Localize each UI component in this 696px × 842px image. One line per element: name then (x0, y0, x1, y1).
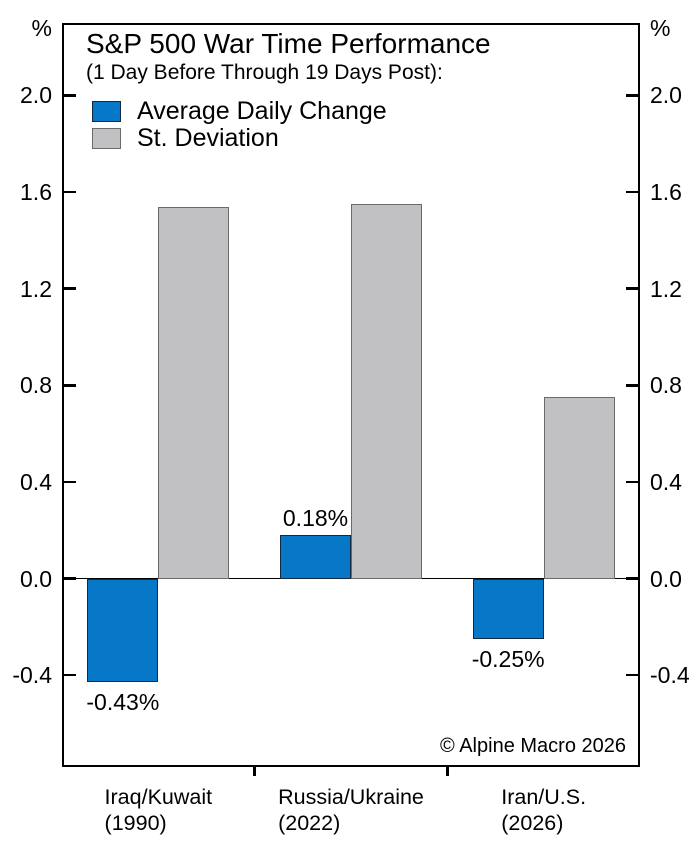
category-label-text: Russia/Ukraine (2022) (278, 785, 424, 835)
y-tick-label-right: -0.4 (650, 662, 690, 689)
y-tick-label-left: 0.4 (20, 468, 52, 495)
y-axis-unit-right: % (650, 15, 671, 41)
y-tick-right (626, 94, 638, 97)
category-label: Russia/Ukraine (2022) (255, 784, 448, 836)
bar-average-daily-change (280, 535, 351, 579)
category-label: Iraq/Kuwait (1990) (62, 784, 255, 836)
category-label: Iran/U.S. (2026) (447, 784, 640, 836)
x-axis-section-tick (253, 766, 256, 776)
copyright-credit: © Alpine Macro 2026 (440, 735, 626, 757)
legend-item-average-daily-change: Average Daily Change (92, 97, 387, 125)
y-tick-label-right: 1.2 (650, 275, 682, 302)
y-tick-left (64, 94, 76, 97)
y-tick-left (64, 673, 76, 677)
y-tick-left (64, 287, 76, 290)
legend-item-st-deviation: St. Deviation (92, 124, 387, 152)
category-label-text: Iran/U.S. (2026) (501, 785, 587, 835)
x-axis-section-tick (446, 766, 449, 776)
title-block: S&P 500 War Time Performance (1 Day Befo… (86, 29, 491, 85)
bar-st-deviation (351, 204, 422, 579)
y-tick-left (64, 190, 76, 194)
bar-st-deviation (543, 397, 615, 579)
legend-label: St. Deviation (137, 124, 279, 152)
y-tick-right (626, 287, 638, 290)
y-tick-left (64, 384, 76, 387)
bar-value-label: -0.43% (86, 689, 160, 716)
category-label-text: Iraq/Kuwait (1990) (104, 785, 213, 835)
y-tick-label-right: 0.8 (650, 372, 682, 399)
y-tick-right (626, 480, 638, 484)
y-tick-label-left: 0.8 (20, 372, 52, 399)
x-axis-category-labels: Iraq/Kuwait (1990) Russia/Ukraine (2022) Ira… (62, 784, 640, 836)
y-tick-right (626, 673, 638, 677)
bar-value-label: -0.25% (471, 645, 545, 672)
y-tick-label-right: 2.0 (650, 82, 682, 109)
bar-average-daily-change (87, 578, 159, 683)
bar-average-daily-change (472, 578, 544, 639)
legend-swatch-gray (92, 128, 121, 149)
legend: Average Daily Change St. Deviation (92, 97, 387, 152)
y-tick-right (626, 384, 638, 387)
legend-label: Average Daily Change (137, 97, 387, 125)
y-tick-left (64, 480, 76, 484)
y-tick-label-left: 2.0 (20, 82, 52, 109)
y-tick-label-left: 1.2 (20, 275, 52, 302)
zero-line (64, 577, 638, 580)
y-axis-unit-left: % (31, 15, 52, 41)
y-tick-label-right: 1.6 (650, 179, 682, 206)
chart-subtitle: (1 Day Before Through 19 Days Post): (86, 61, 443, 85)
y-tick-label-left: -0.4 (12, 662, 52, 689)
legend-swatch-blue (92, 101, 121, 122)
plot-frame (62, 23, 640, 767)
y-tick-label-right: 0.0 (650, 565, 682, 592)
y-tick-right (626, 190, 638, 194)
bar-st-deviation (158, 206, 230, 579)
bar-value-label: 0.18% (282, 505, 349, 532)
y-tick-label-left: 0.0 (20, 565, 52, 592)
y-tick-label-right: 0.4 (650, 468, 682, 495)
y-tick-label-left: 1.6 (20, 179, 52, 206)
chart-title: S&P 500 War Time Performance (86, 28, 491, 59)
